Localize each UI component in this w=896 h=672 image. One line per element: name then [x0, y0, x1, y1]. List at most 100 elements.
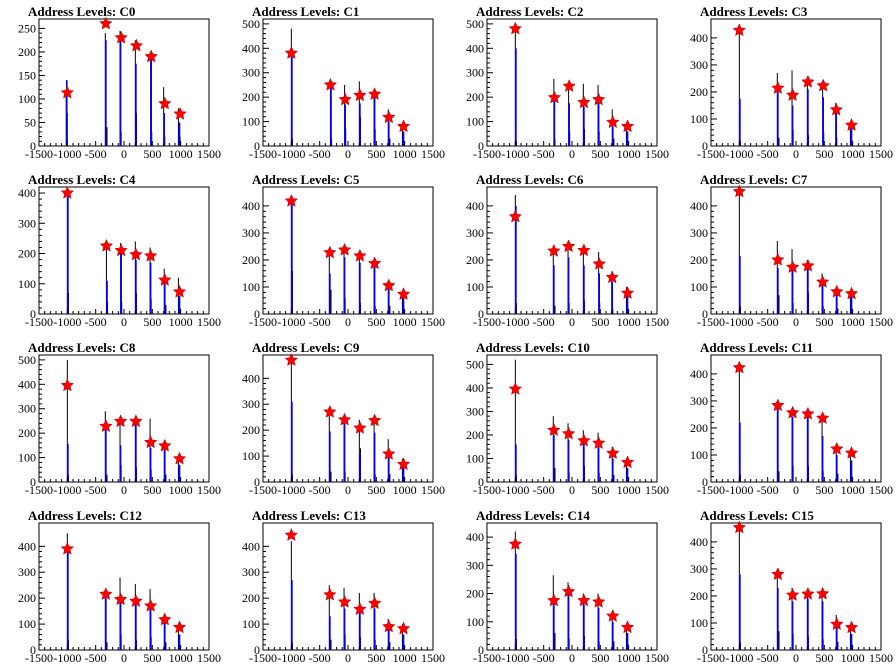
x-tick-label: -1000 — [725, 315, 753, 329]
star-marker — [323, 245, 337, 259]
star-marker — [620, 455, 635, 469]
x-tick-label: 0 — [121, 147, 127, 161]
star-marker — [816, 78, 830, 92]
panel-title: Address Levels: C0 — [28, 4, 135, 19]
y-tick-label: 0 — [254, 307, 260, 321]
panel-title: Address Levels: C3 — [700, 4, 808, 19]
x-tick-label: 1000 — [617, 147, 641, 161]
star-marker — [381, 446, 396, 460]
y-tick-label: 500 — [242, 17, 260, 31]
y-tick-label: 100 — [18, 451, 36, 465]
x-tick-label: 500 — [815, 651, 833, 665]
star-marker — [353, 248, 367, 262]
x-tick-label: 1500 — [869, 147, 893, 161]
x-tick-label: 500 — [143, 483, 161, 497]
x-tick-label: -1000 — [53, 483, 81, 497]
star-marker — [284, 193, 299, 207]
x-tick-label: 0 — [793, 483, 799, 497]
y-tick-label: 100 — [466, 615, 484, 629]
star-marker — [396, 287, 411, 301]
star-marker — [172, 451, 187, 465]
x-tick-label: -1000 — [277, 147, 305, 161]
x-tick-label: 1000 — [617, 315, 641, 329]
x-tick-label: -1500 — [473, 483, 501, 497]
plot-frame — [38, 354, 210, 483]
star-marker — [830, 617, 844, 631]
star-marker — [158, 272, 172, 286]
x-tick-label: 0 — [345, 315, 351, 329]
star-marker — [508, 537, 523, 550]
x-tick-label: 1000 — [841, 315, 865, 329]
panel-title: Address Levels: C1 — [252, 4, 359, 19]
y-tick-label: 0 — [478, 643, 484, 657]
y-tick-label: 300 — [242, 397, 260, 411]
y-tick-label: 300 — [18, 402, 36, 416]
star-marker — [830, 284, 844, 298]
y-tick-label: 400 — [466, 381, 484, 395]
star-marker — [785, 587, 800, 601]
star-marker — [284, 353, 299, 366]
y-tick-label: 200 — [18, 426, 36, 440]
y-tick-label: 400 — [18, 186, 36, 200]
star-marker — [561, 239, 576, 253]
star-marker — [561, 426, 576, 440]
x-tick-label: 0 — [569, 315, 575, 329]
plot-frame — [710, 186, 882, 315]
plot-frame — [262, 18, 434, 147]
y-tick-label: 0 — [702, 643, 708, 657]
y-tick-label: 200 — [466, 253, 484, 267]
star-marker — [323, 404, 337, 418]
panel-12: Address Levels: C12 0 100 200 300 400 -1500 -10… — [18, 508, 221, 665]
plot-frame — [486, 354, 658, 483]
y-tick-label: 0 — [478, 307, 484, 321]
star-marker — [323, 587, 337, 601]
panel-title: Address Levels: C11 — [700, 340, 813, 355]
x-tick-label: 1500 — [197, 651, 221, 665]
x-tick-label: 500 — [367, 147, 385, 161]
star-marker — [844, 445, 859, 459]
y-tick-label: 400 — [18, 539, 36, 553]
x-tick-label: -1500 — [697, 147, 725, 161]
y-tick-label: 100 — [466, 280, 484, 294]
star-marker — [99, 16, 113, 30]
panel-5: Address Levels: C5 0 100 200 300 400 -1500 -100… — [242, 172, 445, 329]
star-marker — [620, 286, 635, 300]
x-tick-label: 1000 — [169, 147, 193, 161]
plot-frame — [486, 18, 658, 147]
panel-11: Address Levels: C11 0 100 200 300 400 -1500 -10… — [690, 340, 893, 497]
star-marker — [143, 598, 158, 612]
panel-4: Address Levels: C4 0 100 200 300 400 -1500 -100… — [18, 172, 221, 329]
plot-frame — [710, 354, 882, 483]
y-tick-label: 200 — [242, 253, 260, 267]
x-tick-label: -1000 — [277, 483, 305, 497]
star-marker — [99, 587, 113, 601]
star-marker — [591, 436, 606, 450]
star-marker — [143, 435, 158, 449]
panel-3: Address Levels: C3 0 100 200 300 400 -1500 -100… — [690, 4, 893, 161]
y-tick-label: 0 — [30, 139, 36, 153]
y-tick-label: 400 — [690, 535, 708, 549]
y-tick-label: 0 — [30, 307, 36, 321]
star-marker — [844, 118, 859, 132]
star-marker — [785, 88, 800, 102]
y-tick-label: 400 — [466, 41, 484, 55]
star-marker — [337, 242, 352, 256]
y-tick-label: 100 — [242, 115, 260, 129]
star-marker — [732, 520, 747, 534]
x-tick-label: -1500 — [25, 147, 53, 161]
x-tick-label: 500 — [591, 147, 609, 161]
x-tick-label: 0 — [793, 315, 799, 329]
star-marker — [844, 286, 859, 300]
star-marker — [129, 414, 143, 428]
y-tick-label: 400 — [690, 199, 708, 213]
star-marker — [771, 567, 785, 581]
x-tick-label: -1500 — [25, 651, 53, 665]
x-tick-label: 500 — [143, 315, 161, 329]
x-tick-label: -1500 — [249, 315, 277, 329]
star-marker — [158, 96, 172, 110]
x-tick-label: 1000 — [393, 651, 417, 665]
panel-title: Address Levels: C8 — [28, 340, 136, 355]
y-tick-label: 300 — [18, 216, 36, 230]
y-tick-label: 400 — [242, 371, 260, 385]
x-tick-label: 0 — [793, 147, 799, 161]
